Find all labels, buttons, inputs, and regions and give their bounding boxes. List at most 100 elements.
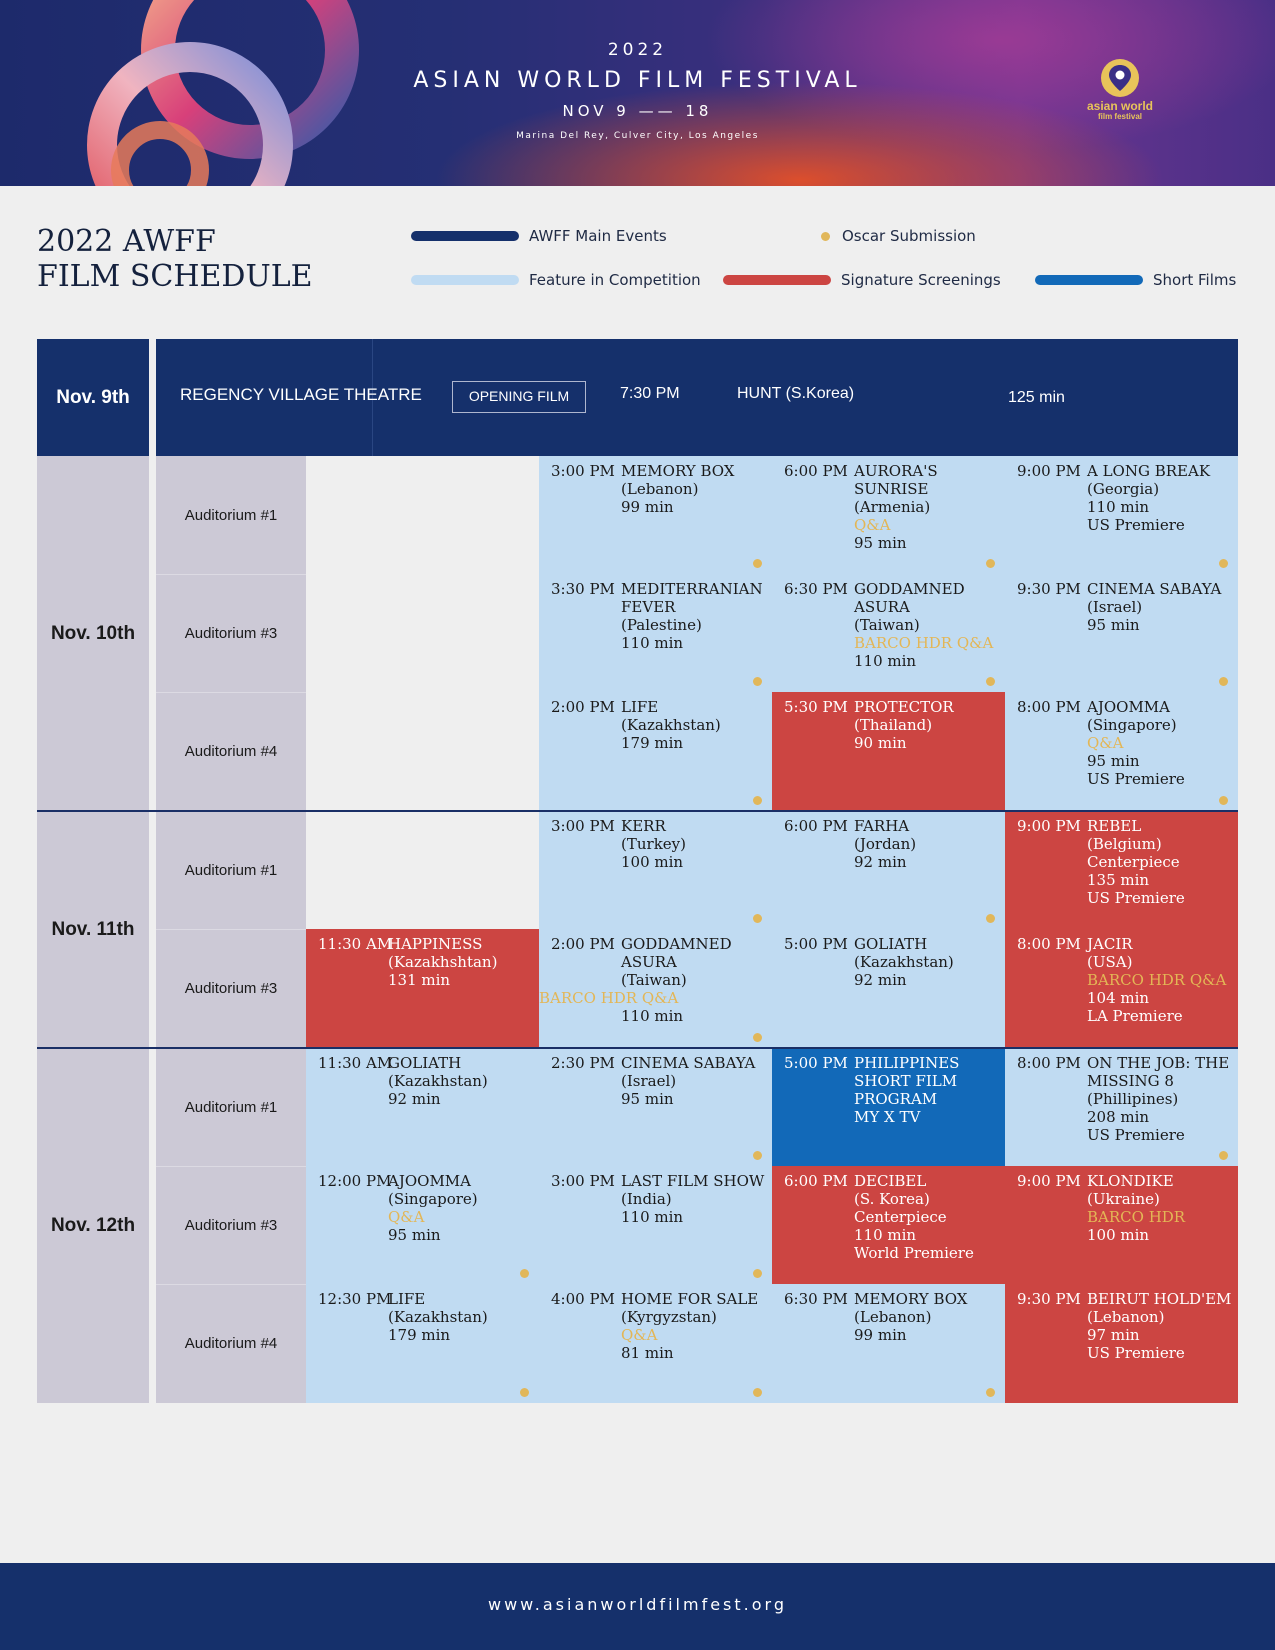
screening-cell: 3:00 PM MEMORY BOX (Lebanon) 99 min	[539, 456, 772, 574]
screening-details: KLONDIKE (Ukraine) BARCO HDR 100 min	[1087, 1172, 1237, 1244]
film-runtime: 110 min	[621, 1007, 684, 1025]
nov12-auditorium-3: Auditorium #3	[156, 1166, 306, 1284]
screening-time: 8:00 PM	[1017, 1054, 1081, 1072]
screening-time: 2:00 PM	[551, 698, 615, 716]
screening-time: 3:00 PM	[551, 462, 615, 480]
film-country: (Kazakhstan)	[621, 716, 721, 734]
film-title: GOLIATH	[388, 1054, 462, 1072]
film-country: (Palestine)	[621, 616, 702, 634]
oscar-dot-icon	[1219, 677, 1228, 686]
oscar-dot-icon	[753, 559, 762, 568]
screening-time: 8:00 PM	[1017, 698, 1081, 716]
film-country: (Singapore)	[1087, 716, 1177, 734]
film-country: (Taiwan)	[621, 971, 687, 989]
festival-dates: NOV 9 —— 18	[562, 102, 713, 120]
film-runtime: 99 min	[854, 1326, 907, 1344]
logo-text-line1: asian world	[1086, 99, 1154, 113]
screening-time: 9:30 PM	[1017, 1290, 1081, 1308]
film-country: (Phillipines)	[1087, 1090, 1179, 1108]
screening-cell: 9:00 PM REBEL (Belgium) Centerpiece 135 …	[1005, 811, 1238, 929]
screening-time: 9:00 PM	[1017, 1172, 1081, 1190]
film-runtime: 92 min	[854, 853, 907, 871]
screening-cell: 6:00 PM DECIBEL (S. Korea) Centerpiece 1…	[772, 1166, 1005, 1284]
opening-venue: REGENCY VILLAGE THEATRE	[180, 385, 422, 404]
screening-details: HAPPINESS (Kazakhshtan) 131 min	[388, 935, 538, 989]
screening-time: 12:30 PM	[318, 1290, 392, 1308]
legend-competition: Feature in Competition	[411, 270, 711, 290]
film-title: FARHA	[854, 817, 910, 835]
film-runtime: 100 min	[621, 853, 684, 871]
film-runtime: 110 min	[854, 1226, 917, 1244]
opening-film-title: HUNT (S.Korea)	[737, 385, 855, 402]
schedule-title: 2022 AWFF FILM SCHEDULE	[37, 224, 313, 294]
film-premiere: US Premiere	[1087, 1344, 1185, 1362]
film-country: (Turkey)	[621, 835, 686, 853]
film-premiere: LA Premiere	[1087, 1007, 1183, 1025]
film-premiere: US Premiere	[1087, 889, 1185, 907]
film-title: GOLIATH	[854, 935, 928, 953]
film-note: BARCO HDR	[1087, 1208, 1186, 1226]
film-title: HAPPINESS	[388, 935, 483, 953]
screening-time: 9:00 PM	[1017, 817, 1081, 835]
film-country: (Kazakhshtan)	[388, 953, 498, 971]
film-title: DECIBEL	[854, 1172, 927, 1190]
screening-cell: 2:30 PM CINEMA SABAYA (Israel) 95 min	[539, 1048, 772, 1166]
oscar-dot-icon	[753, 677, 762, 686]
screening-cell: 8:00 PM AJOOMMA (Singapore) Q&A 95 min U…	[1005, 692, 1238, 811]
film-country: (Taiwan)	[854, 616, 920, 634]
oscar-dot-icon	[520, 1388, 529, 1397]
screening-details: AJOOMMA (Singapore) Q&A 95 min US Premie…	[1087, 698, 1237, 788]
film-title: A LONG BREAK	[1087, 462, 1211, 480]
legend-label-main-events: AWFF Main Events	[529, 227, 667, 245]
screening-cell: 3:00 PM KERR (Turkey) 100 min	[539, 811, 772, 929]
oscar-dot-icon	[1219, 796, 1228, 805]
screening-time: 2:00 PM	[551, 935, 615, 953]
oscar-dot-icon	[753, 796, 762, 805]
film-country: (Lebanon)	[854, 1308, 932, 1326]
festival-website-link[interactable]: www.asianworldfilmfest.org	[488, 1595, 787, 1614]
nov12-auditorium-1: Auditorium #1	[156, 1048, 306, 1166]
film-title: GODDAMNED ASURA	[621, 935, 732, 971]
film-runtime: 95 min	[388, 1226, 441, 1244]
film-note: Q&A	[854, 516, 891, 534]
screening-details: FARHA (Jordan) 92 min	[854, 817, 1004, 871]
screening-details: MEMORY BOX (Lebanon) 99 min	[854, 1290, 1004, 1344]
screening-details: BEIRUT HOLD'EM (Lebanon) 97 min US Premi…	[1087, 1290, 1237, 1362]
film-country: (Armenia)	[854, 498, 931, 516]
oscar-dot-icon	[753, 1033, 762, 1042]
film-runtime: 110 min	[854, 652, 917, 670]
screening-cell: 6:00 PM FARHA (Jordan) 92 min	[772, 811, 1005, 929]
film-title: AJOOMMA	[388, 1172, 471, 1190]
screening-details: PROTECTOR (Thailand) 90 min	[854, 698, 1004, 752]
film-country: (Thailand)	[854, 716, 933, 734]
screening-time: 6:00 PM	[784, 817, 848, 835]
film-title: JACIR	[1087, 935, 1133, 953]
nov12-auditorium-4: Auditorium #4	[156, 1284, 306, 1403]
date-nov-12: Nov. 12th	[37, 1048, 149, 1403]
screening-time: 3:30 PM	[551, 580, 615, 598]
oscar-dot-icon	[753, 1269, 762, 1278]
oscar-dot-icon	[821, 232, 830, 241]
film-country: (Israel)	[621, 1072, 677, 1090]
festival-ribbon-artwork	[87, 0, 359, 186]
legend-label-oscar: Oscar Submission	[842, 227, 976, 245]
oscar-dot-icon	[520, 1269, 529, 1278]
legend-shorts: Short Films	[1035, 270, 1255, 290]
screening-details: LIFE (Kazakhstan) 179 min	[621, 698, 771, 752]
screening-cell: 3:00 PM LAST FILM SHOW (India) 110 min	[539, 1166, 772, 1284]
date-nov-9: Nov. 9th	[37, 339, 149, 456]
screening-cell: 5:00 PM GOLIATH (Kazakhstan) 92 min	[772, 929, 1005, 1048]
film-title: CINEMA SABAYA	[621, 1054, 756, 1072]
screening-cell: 12:30 PM LIFE (Kazakhstan) 179 min	[306, 1284, 539, 1403]
screening-time: 11:30 AM	[318, 935, 393, 953]
film-country: (Jordan)	[854, 835, 917, 853]
film-title: MEMORY BOX	[621, 462, 735, 480]
festival-title: ASIAN WORLD FILM FESTIVAL	[413, 68, 862, 93]
screening-details: ON THE JOB: THE MISSING 8 (Phillipines) …	[1087, 1054, 1237, 1144]
screening-cell: 9:30 PM CINEMA SABAYA (Israel) 95 min	[1005, 574, 1238, 692]
film-runtime: 95 min	[621, 1090, 674, 1108]
film-title: KERR	[621, 817, 666, 835]
screening-details: CINEMA SABAYA (Israel) 95 min	[1087, 580, 1237, 634]
screening-time: 6:30 PM	[784, 1290, 848, 1308]
schedule-title-line1: 2022 AWFF	[37, 224, 216, 259]
